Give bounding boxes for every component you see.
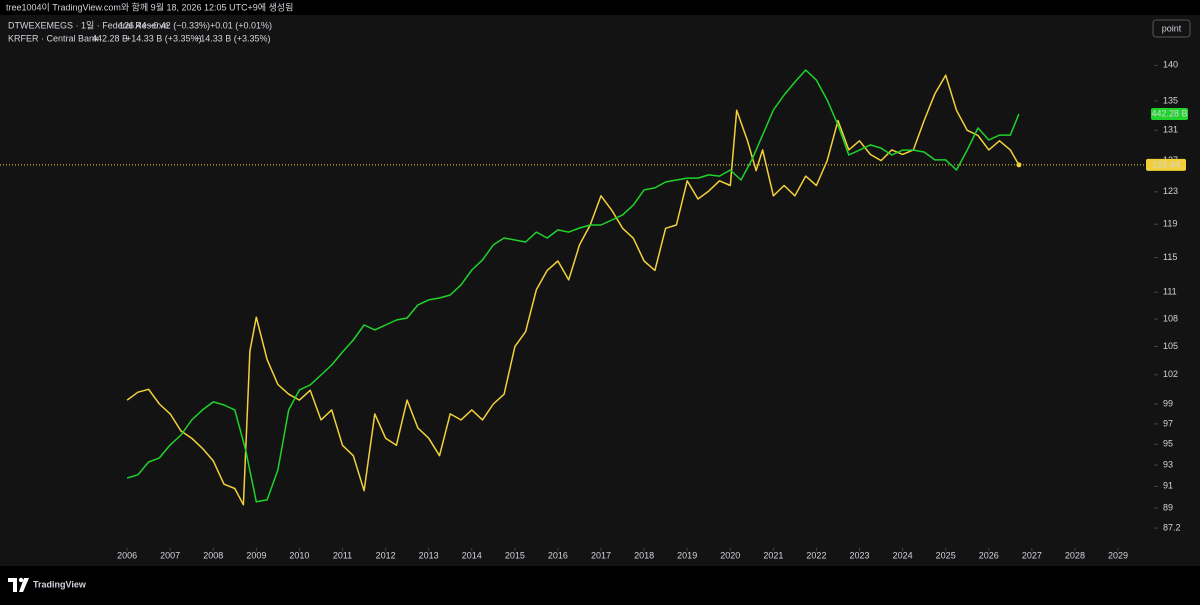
y-tick-label: 89	[1163, 502, 1173, 512]
y-tick-label: 135	[1163, 95, 1178, 105]
brand-logo	[8, 577, 29, 592]
x-tick-label: 2025	[936, 550, 956, 560]
x-tick-label: 2023	[850, 550, 870, 560]
y-tick-label: 95	[1163, 439, 1173, 449]
chart-pane	[0, 15, 1200, 566]
price-tag	[1151, 108, 1188, 121]
y-tick-label: 123	[1163, 186, 1178, 196]
x-tick-label: 2008	[203, 550, 223, 560]
x-tick-label: 2022	[806, 550, 826, 560]
x-tick-label: 2018	[634, 550, 654, 560]
x-tick-label: 2029	[1108, 550, 1128, 560]
y-tick-label: 91	[1163, 481, 1173, 491]
x-tick-label: 2013	[419, 550, 439, 560]
x-tick-label: 2012	[376, 550, 396, 560]
y-tick-label: 131	[1163, 125, 1178, 135]
y-tick-label: 108	[1163, 313, 1178, 323]
y-tick-label: 99	[1163, 398, 1173, 408]
legend-value: +14.33 B (+3.35%)	[195, 33, 271, 43]
x-tick-label: 2007	[160, 550, 180, 560]
x-tick-label: 2019	[677, 550, 697, 560]
legend-value: −0.42 (−0.33%)	[148, 20, 210, 30]
legend-value: +0.01 (+0.01%)	[210, 20, 272, 30]
x-tick-label: 2024	[893, 550, 913, 560]
y-tick-label: 87.2	[1163, 522, 1181, 532]
x-tick-label: 2006	[117, 550, 137, 560]
y-tick-label: 102	[1163, 369, 1178, 379]
x-tick-label: 2010	[289, 550, 309, 560]
point-button-label[interactable]: point	[1162, 23, 1182, 33]
y-tick-label: 140	[1163, 60, 1178, 70]
x-tick-label: 2027	[1022, 550, 1042, 560]
last-point	[1016, 162, 1022, 168]
y-tick-label: 105	[1163, 341, 1178, 351]
legend-value: 126.44	[119, 20, 147, 30]
x-tick-label: 2015	[505, 550, 525, 560]
series-line	[126, 74, 1020, 506]
x-tick-label: 2014	[462, 550, 482, 560]
x-tick-label: 2009	[246, 550, 266, 560]
price-tag-label: 126.44	[1152, 159, 1180, 169]
price-tag	[1146, 158, 1186, 171]
x-tick-label: 2017	[591, 550, 611, 560]
legend-name: KRFER · Central Bank	[8, 33, 99, 43]
legend-name: DTWEXEMEGS · 1일 · Federal Reserve	[8, 20, 169, 30]
y-tick-label: 97	[1163, 418, 1173, 428]
y-tick-label: 119	[1163, 219, 1177, 229]
legend-value: +14.33 B (+3.35%)	[126, 33, 202, 43]
point-button[interactable]	[1152, 19, 1191, 38]
y-tick-label: 93	[1163, 459, 1173, 469]
x-tick-label: 2020	[720, 550, 740, 560]
x-tick-label: 2011	[333, 550, 352, 560]
legend-value: 442.28 B	[92, 33, 128, 43]
brand-name: TradingView	[33, 579, 87, 589]
y-tick-label: 111	[1163, 287, 1177, 297]
x-tick-label: 2016	[548, 550, 568, 560]
x-tick-label: 2026	[979, 550, 999, 560]
x-tick-label: 2021	[763, 550, 783, 560]
price-tag-label: 442.28 B	[1151, 108, 1187, 118]
y-tick-label: 115	[1163, 252, 1177, 262]
series-line	[126, 69, 1020, 503]
x-tick-label: 2028	[1065, 550, 1085, 560]
header-title: tree1004이 TradingView.com와 함께 9월 18, 202…	[6, 1, 293, 12]
